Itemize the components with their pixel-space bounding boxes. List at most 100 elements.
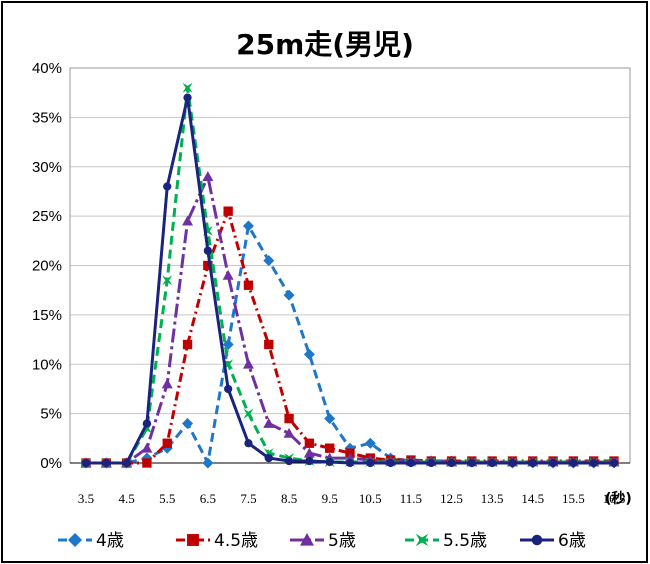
data-point <box>283 289 295 301</box>
data-point <box>406 458 416 468</box>
x-tick-label: 6.5 <box>200 491 216 506</box>
data-point <box>284 413 294 424</box>
data-point <box>81 458 91 468</box>
y-tick-label: 15% <box>32 307 62 324</box>
data-point <box>141 442 153 453</box>
y-tick-label: 35% <box>32 109 62 126</box>
data-point <box>415 533 429 547</box>
series-line <box>86 96 614 465</box>
data-point <box>304 438 315 448</box>
series-line <box>86 224 614 465</box>
legend-item: 4歳 <box>58 531 124 551</box>
data-point <box>325 443 335 453</box>
x-tick-label: 7.5 <box>240 491 256 506</box>
data-point <box>284 456 294 466</box>
series <box>81 82 619 468</box>
data-point <box>325 457 334 467</box>
legend-item: 5.5歳 <box>405 531 487 551</box>
gridlines <box>70 67 630 415</box>
legend-item: 6歳 <box>520 531 586 551</box>
x-tick-label: 15.5 <box>562 491 585 506</box>
data-point <box>183 93 192 102</box>
data-point <box>182 339 193 350</box>
data-point <box>324 413 336 425</box>
data-point <box>242 358 254 369</box>
legend-item: 5歳 <box>290 531 356 551</box>
x-tick-label: 3.5 <box>78 491 94 506</box>
data-point <box>345 458 355 468</box>
data-point <box>243 280 254 290</box>
data-point <box>264 339 274 350</box>
y-tick-label: 10% <box>32 356 62 373</box>
data-point <box>589 458 598 468</box>
data-point <box>163 182 172 191</box>
x-tick-label: 10.5 <box>359 491 382 506</box>
data-point <box>548 458 558 468</box>
legend-label: 5.5歳 <box>443 531 487 551</box>
data-point <box>508 458 517 468</box>
series-lines <box>80 82 620 469</box>
data-point <box>187 534 199 546</box>
legend-label: 4歳 <box>96 531 124 551</box>
data-point <box>303 447 315 458</box>
data-point <box>182 418 194 429</box>
x-tick-label: 4.5 <box>118 491 134 506</box>
data-point <box>531 534 543 546</box>
legend-label: 6歳 <box>558 531 586 551</box>
data-point <box>203 246 212 255</box>
data-point <box>142 458 152 468</box>
data-point <box>202 171 214 182</box>
data-point <box>300 533 314 546</box>
chart-title: 25m走(男児) <box>236 28 414 61</box>
data-point <box>182 215 194 226</box>
y-tick-label: 0% <box>40 455 62 472</box>
data-point <box>102 458 111 468</box>
data-point <box>242 220 254 232</box>
legend: 4歳 4.5歳 5歳 5.5歳 6歳 <box>58 531 586 551</box>
x-tick-label: 8.5 <box>281 491 297 506</box>
y-tick-label: 5% <box>40 406 62 423</box>
series-line <box>86 86 614 465</box>
data-point <box>223 206 233 216</box>
data-point <box>467 458 476 468</box>
series <box>81 93 619 468</box>
data-point <box>427 458 436 468</box>
data-point <box>203 260 213 271</box>
x-tick-label: 11.5 <box>400 491 422 506</box>
legend-label: 4.5歳 <box>214 531 258 551</box>
x-tick-label: 16.5 <box>603 491 626 506</box>
x-tick-label: 14.5 <box>521 491 544 506</box>
data-point <box>182 82 193 93</box>
data-point <box>224 384 233 394</box>
data-point <box>364 437 376 449</box>
y-tick-label: 30% <box>32 159 62 176</box>
data-point <box>447 458 456 468</box>
data-point <box>161 378 173 389</box>
x-tick-label: 5.5 <box>159 491 175 506</box>
x-axis-unit: (秒) <box>605 490 632 507</box>
data-point <box>122 458 131 468</box>
x-tick-label: 13.5 <box>481 491 504 506</box>
data-point <box>68 533 82 547</box>
data-point <box>202 457 214 469</box>
data-point <box>528 458 537 468</box>
y-axis-ticks: 0% 5% 10% 15% 20% 25% 30% 35% 40% <box>32 60 62 472</box>
data-point <box>222 269 234 280</box>
legend-label: 5歳 <box>328 531 356 551</box>
data-point <box>162 438 172 448</box>
y-tick-label: 40% <box>32 60 62 77</box>
data-point <box>366 458 375 468</box>
y-tick-label: 20% <box>32 258 62 275</box>
data-point <box>264 453 273 463</box>
data-point <box>303 348 315 360</box>
data-point <box>609 458 619 468</box>
y-tick-label: 25% <box>32 208 62 225</box>
data-point <box>305 456 314 466</box>
data-point <box>569 458 578 468</box>
data-point <box>162 275 173 286</box>
series-line <box>86 209 614 465</box>
legend-item: 4.5歳 <box>176 531 258 551</box>
x-axis-ticks: 3.5 4.5 5.5 6.5 7.5 8.5 9.5 10.5 11.5 12.5 13.5 14.… <box>78 491 626 506</box>
